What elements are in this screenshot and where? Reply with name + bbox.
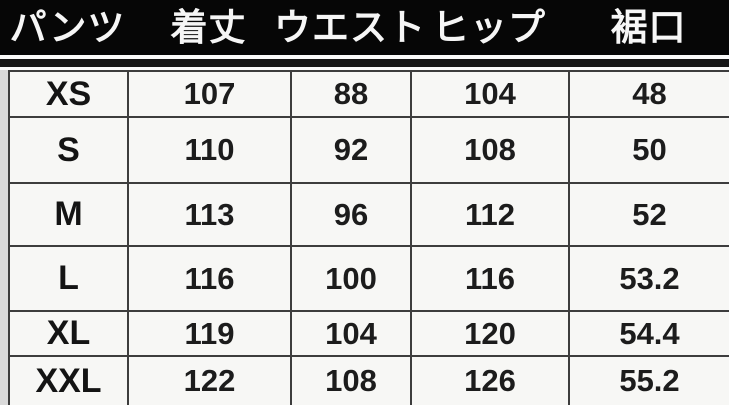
measurement-cell: 122 [127,355,290,405]
measurement-cell: 104 [410,70,568,116]
measurement-cell: 107 [127,70,290,116]
measurement-cell: 53.2 [568,245,729,310]
thick-divider-rule [0,59,729,67]
table-body: XS 107 88 104 48 S 110 92 108 50 M 113 9… [8,70,729,405]
measurement-cell: 108 [290,355,410,405]
size-row-label: XL [8,310,127,355]
measurement-cell: 110 [127,116,290,182]
column-header-waist: ウエスト [274,7,426,48]
measurement-cell: 104 [290,310,410,355]
measurement-cell: 113 [127,182,290,245]
column-header-hem: 裾口 [610,7,687,48]
table-header-row: パンツ 着丈 ウエスト ヒップ 裾口 [0,0,729,55]
measurement-cell: 50 [568,116,729,182]
measurement-cell: 96 [290,182,410,245]
size-row-label: M [8,182,127,245]
measurement-cell: 88 [290,70,410,116]
size-row-label: S [8,116,127,182]
measurement-cell: 116 [127,245,290,310]
header-gap [0,55,729,59]
header-gap [0,67,729,70]
measurement-cell: 120 [410,310,568,355]
measurement-cell: 54.4 [568,310,729,355]
column-header-pants: パンツ [9,7,126,48]
column-header-hip: ヒップ [432,7,546,48]
measurement-cell: 116 [410,245,568,310]
size-row-label: XS [8,70,127,116]
measurement-cell: 48 [568,70,729,116]
size-row-label: L [8,245,127,310]
measurement-cell: 126 [410,355,568,405]
measurement-cell: 55.2 [568,355,729,405]
size-row-label: XXL [8,355,127,405]
measurement-cell: 52 [568,182,729,245]
measurement-cell: 92 [290,116,410,182]
measurement-cell: 108 [410,116,568,182]
measurement-cell: 100 [290,245,410,310]
column-header-length: 着丈 [170,7,247,48]
measurement-cell: 119 [127,310,290,355]
measurement-cell: 112 [410,182,568,245]
